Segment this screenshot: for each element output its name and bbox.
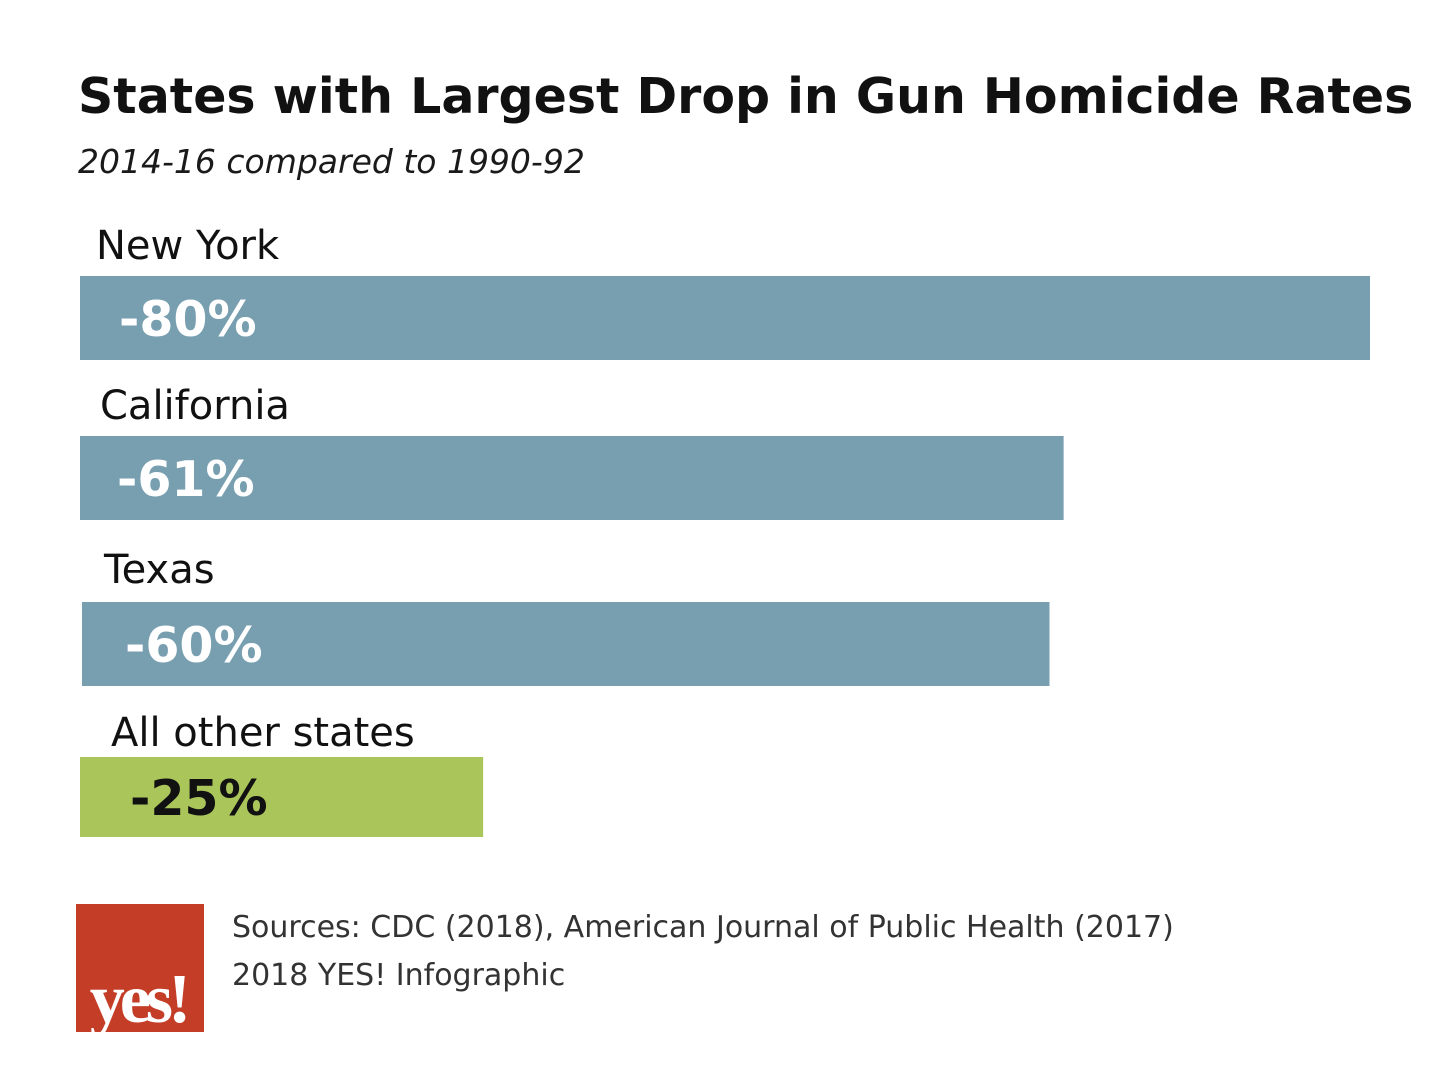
category-label: All other states	[111, 710, 415, 756]
value-label: -61%	[117, 451, 255, 508]
bar-state	[80, 436, 1064, 520]
bar-all-other-states	[80, 757, 484, 837]
svg-text:yes!: yes!	[90, 961, 187, 1032]
category-label: Texas	[103, 547, 215, 593]
yes-magazine-logo: yes!	[76, 904, 204, 1032]
bar-state	[80, 276, 1370, 360]
sources-text: Sources: CDC (2018), American Journal of…	[232, 910, 1174, 945]
value-label: -25%	[130, 770, 268, 827]
bar-state	[82, 602, 1050, 686]
category-label: New York	[96, 223, 280, 269]
bar-chart: New York -80% California -61% Texas -60% All o…	[80, 223, 1370, 837]
credit-text: 2018 YES! Infographic	[232, 958, 566, 993]
chart-title: States with Largest Drop in Gun Homicide…	[78, 68, 1414, 125]
chart-subtitle: 2014-16 compared to 1990-92	[78, 142, 585, 181]
value-label: -80%	[119, 291, 257, 348]
sources-block: Sources: CDC (2018), American Journal of…	[232, 904, 1174, 1000]
category-label: California	[100, 383, 290, 429]
value-label: -60%	[125, 617, 263, 674]
